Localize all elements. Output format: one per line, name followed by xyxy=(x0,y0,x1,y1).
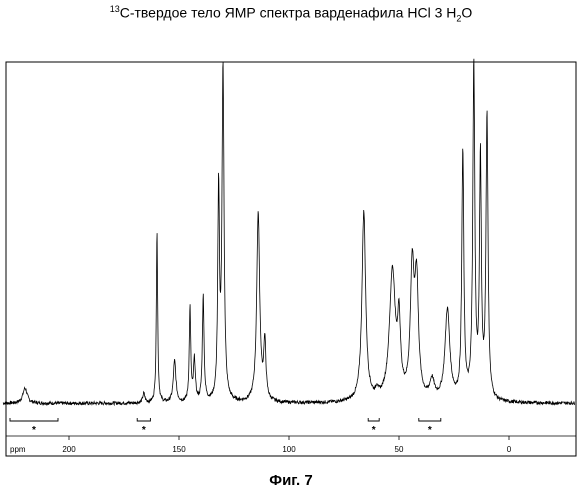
x-tick-label-0: 0 xyxy=(507,445,512,454)
ppm-unit-label: ppm xyxy=(10,445,26,454)
chart-title: 13C-твердое тело ЯМР спектра варденафила… xyxy=(0,4,582,23)
title-subscript: 2 xyxy=(456,13,462,24)
sideband-markers: * * * * xyxy=(9,418,442,436)
x-tick-label-50: 50 xyxy=(395,445,404,454)
title-isotope-mass: 13 xyxy=(109,4,120,14)
sideband-bracket-1 xyxy=(9,418,59,422)
sideband-bracket-3 xyxy=(367,418,380,422)
sideband-bracket-4 xyxy=(418,418,442,422)
x-tick-label-150: 150 xyxy=(172,445,186,454)
sideband-asterisk-2: * xyxy=(142,425,146,436)
sideband-asterisk-3: * xyxy=(372,425,376,436)
spectrum-line xyxy=(2,58,576,407)
sideband-asterisk-1: * xyxy=(32,425,36,436)
sideband-bracket-2 xyxy=(136,418,151,422)
sideband-asterisk-4: * xyxy=(428,425,432,436)
figure-caption: Фиг. 7 xyxy=(269,472,313,489)
x-tick-label-100: 100 xyxy=(282,445,296,454)
x-tick-label-200: 200 xyxy=(62,445,76,454)
title-end-text: O xyxy=(461,4,473,21)
title-main-text: C-твердое тело ЯМР спектра варденафила H… xyxy=(119,4,457,21)
x-axis-ticks: 200 150 100 50 0 xyxy=(62,436,512,454)
plot-frame xyxy=(5,61,577,457)
nmr-spectrum-chart: 200 150 100 50 0 * * * * ppm xyxy=(2,58,577,457)
